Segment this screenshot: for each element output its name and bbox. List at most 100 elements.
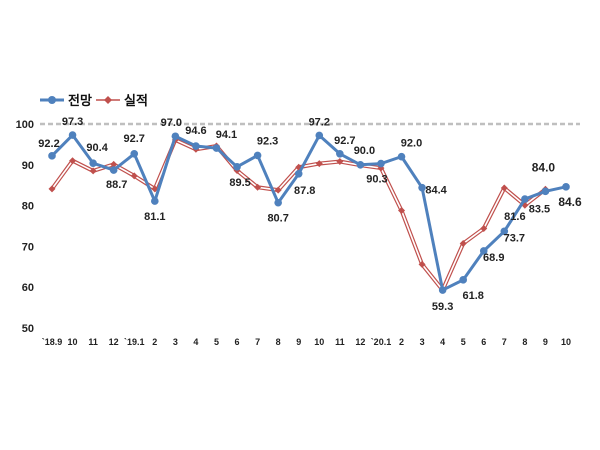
series-forecast-point [459, 276, 468, 284]
x-tick-label: 10 [561, 337, 571, 347]
data-label-forecast: 90.4 [86, 142, 108, 154]
data-label-forecast: 59.3 [432, 301, 453, 313]
series-forecast [48, 131, 570, 294]
x-tick-label: 9 [543, 337, 548, 347]
data-label-forecast: 88.7 [106, 179, 127, 191]
series-forecast-point [212, 144, 221, 152]
series-actual-point [130, 172, 138, 180]
x-tick-label: 4 [193, 337, 198, 347]
legend-item-forecast: 전망 [40, 93, 92, 108]
series-actual-point [315, 160, 323, 168]
x-tick-label: 6 [235, 337, 240, 347]
legend-forecast-marker [48, 96, 56, 104]
x-tick-label: 12 [109, 337, 119, 347]
series-actual-point [89, 167, 97, 175]
legend-forecast-label: 전망 [68, 93, 92, 108]
series-actual-point [336, 158, 344, 166]
series-forecast-point [48, 152, 56, 160]
data-label-forecast: 84.6 [558, 195, 582, 209]
series-forecast-point [68, 131, 77, 139]
y-tick-label: 90 [22, 160, 34, 172]
x-tick-label: 4 [440, 337, 445, 347]
data-label-forecast: 90.3 [366, 174, 387, 186]
series-actual-point [398, 206, 406, 214]
data-label-forecast: 97.3 [62, 116, 83, 128]
series-forecast-point [89, 159, 97, 167]
data-label-forecast: 84.4 [425, 185, 447, 197]
series-forecast-point [356, 161, 365, 169]
series-actual-point [254, 183, 262, 191]
x-tick-label: 7 [255, 337, 260, 347]
series-forecast-point [336, 149, 344, 158]
x-tick-label: 3 [173, 337, 178, 347]
x-tick-label: 11 [335, 337, 345, 347]
series-forecast-point [192, 142, 200, 150]
data-label-forecast: 92.7 [334, 135, 355, 147]
y-tick-label: 70 [22, 241, 34, 253]
data-label-actual: 84.0 [532, 160, 556, 174]
data-label-forecast: 87.8 [294, 185, 315, 197]
data-label-forecast: 94.1 [216, 129, 237, 141]
series-actual-point [48, 185, 56, 193]
data-label-forecast: 68.9 [483, 252, 504, 264]
series-forecast-point [562, 183, 570, 191]
x-tick-label: 12 [355, 337, 365, 347]
data-label-forecast: 80.7 [267, 213, 288, 225]
x-tick-label: 2 [152, 337, 157, 347]
legend: 전망 실적 [40, 93, 148, 108]
series-forecast-point [109, 166, 118, 174]
series-actual-point [274, 186, 282, 194]
data-label-forecast: 83.5 [529, 203, 550, 215]
y-tick-label: 80 [22, 201, 34, 213]
y-tick-label: 60 [22, 282, 34, 294]
series-actual-point [459, 240, 467, 248]
data-label-forecast: 97.2 [309, 116, 330, 128]
data-label-forecast: 92.0 [401, 138, 422, 150]
series-forecast-point [377, 159, 385, 168]
data-label-forecast: 97.0 [161, 117, 182, 129]
x-tick-label: 6 [481, 337, 486, 347]
y-tick-label: 100 [16, 119, 34, 131]
series-forecast-point [253, 151, 262, 160]
data-label-forecast: 73.7 [504, 232, 525, 244]
x-tick-label: 5 [461, 337, 466, 347]
x-tick-label: 11 [88, 337, 98, 347]
series-forecast-point [274, 198, 282, 207]
data-labels: 92.297.3 90.4 88.7 92.7 81.1 97.094.6 94.1 89.5… [38, 116, 582, 313]
series-forecast-point [130, 149, 139, 158]
series-forecast-point [438, 286, 447, 294]
x-tick-label: `20.1 [371, 337, 392, 347]
series-actual-point [480, 224, 488, 232]
data-label-forecast: 89.5 [229, 177, 250, 189]
legend-actual-label: 실적 [124, 93, 148, 108]
data-label-forecast: 61.8 [462, 290, 483, 302]
series-forecast-point [233, 163, 241, 171]
series-forecast-line [50, 133, 567, 292]
series-forecast-point [500, 227, 509, 236]
series-forecast-point [521, 195, 529, 203]
x-tick-label: 7 [502, 337, 507, 347]
x-tick-label: 9 [296, 337, 301, 347]
data-label-forecast: 92.3 [257, 135, 278, 147]
series-actual-point [69, 157, 77, 165]
y-tick-label: 50 [22, 323, 34, 335]
series-actual [48, 136, 549, 294]
x-tick-label: `19.1 [124, 337, 145, 347]
series-forecast-point [479, 247, 488, 255]
series-forecast-point [294, 169, 303, 178]
x-tick-label: 5 [214, 337, 219, 347]
series-actual-point [418, 260, 426, 268]
series-forecast-point [418, 183, 426, 192]
data-label-forecast: 81.1 [144, 211, 165, 223]
x-tick-label: 2 [399, 337, 404, 347]
series-forecast-point [397, 152, 406, 161]
y-axis: 50 60 70 80 90 100 [16, 119, 34, 335]
series-forecast-point [541, 187, 550, 196]
data-label-forecast: 90.0 [354, 145, 375, 157]
series-forecast-point [315, 131, 324, 140]
data-label-forecast: 81.6 [504, 211, 525, 223]
x-tick-label: 8 [522, 337, 527, 347]
series-forecast-point [171, 132, 180, 141]
x-tick-label: 10 [68, 337, 78, 347]
